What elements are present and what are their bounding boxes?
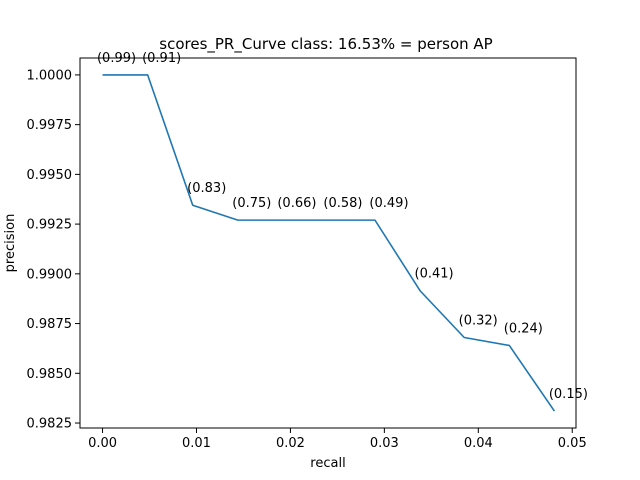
- x-tick-label: 0.04: [464, 436, 493, 451]
- y-tick-label: 0.9950: [27, 168, 73, 183]
- point-label: (0.75): [232, 196, 271, 211]
- y-tick-label: 0.9850: [27, 367, 73, 382]
- plot-area: (0.99) (0.91)(0.83)(0.75) (0.66) (0.58) (0.4…: [97, 51, 588, 412]
- x-tick-label: 0.01: [182, 436, 211, 451]
- x-axis-label: recall: [310, 456, 345, 471]
- point-label: (0.24): [504, 321, 543, 336]
- point-label: (0.32): [459, 313, 498, 328]
- x-axis: 0.00 0.01 0.02 0.03 0.04 0.05: [88, 428, 587, 451]
- chart-title: scores_PR_Curve class: 16.53% = person A…: [159, 35, 492, 54]
- y-tick-label: 0.9825: [27, 417, 73, 432]
- point-label: (0.83): [187, 181, 226, 196]
- pr-curve-line: [102, 74, 556, 412]
- point-label: (0.49): [369, 196, 408, 211]
- y-tick-label: 0.9975: [27, 118, 73, 133]
- x-tick-label: 0.05: [558, 436, 587, 451]
- x-tick-label: 0.00: [88, 436, 117, 451]
- y-tick-label: 0.9900: [27, 267, 73, 282]
- y-tick-label: 1.0000: [27, 68, 73, 83]
- y-tick-label: 0.9925: [27, 218, 73, 233]
- point-label: (0.15): [549, 387, 588, 402]
- point-label: (0.58): [323, 196, 362, 211]
- y-tick-label: 0.9875: [27, 317, 73, 332]
- x-tick-label: 0.03: [370, 436, 399, 451]
- x-tick-label: 0.02: [276, 436, 305, 451]
- y-axis-label: precision: [3, 214, 18, 273]
- y-axis: 0.9825 0.9850 0.9875 0.9900 0.9925 0.9950 0.99…: [27, 68, 80, 432]
- axes-frame: [79, 57, 577, 429]
- point-label: (0.41): [415, 267, 454, 282]
- point-label: (0.66): [277, 196, 316, 211]
